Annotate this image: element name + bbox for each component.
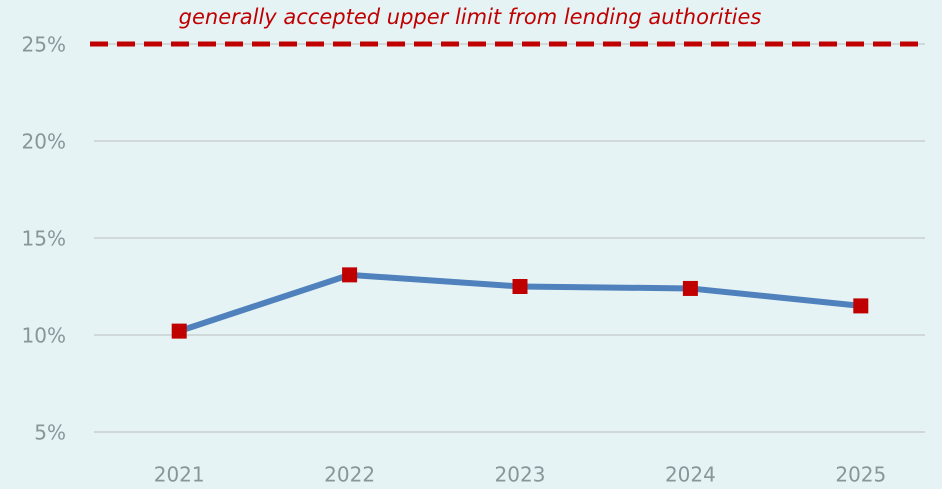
x-tick-label: 2021: [154, 463, 205, 487]
marker: [342, 267, 358, 283]
annotation: generally accepted upper limit from lend…: [179, 5, 762, 29]
marker: [682, 280, 698, 296]
marker: [171, 323, 187, 339]
x-tick-label: 2024: [665, 463, 716, 487]
x-tick-label: 2022: [324, 463, 375, 487]
y-tick-label: 5%: [34, 421, 66, 445]
marker: [512, 279, 528, 294]
x-tick-label: 2025: [835, 463, 886, 487]
y-tick-label: 15%: [22, 227, 66, 251]
y-tick-label: 20%: [22, 130, 66, 154]
x-tick-label: 2023: [495, 463, 546, 487]
marker: [853, 298, 869, 314]
y-tick-label: 25%: [22, 33, 66, 57]
y-tick-label: 10%: [22, 324, 66, 348]
